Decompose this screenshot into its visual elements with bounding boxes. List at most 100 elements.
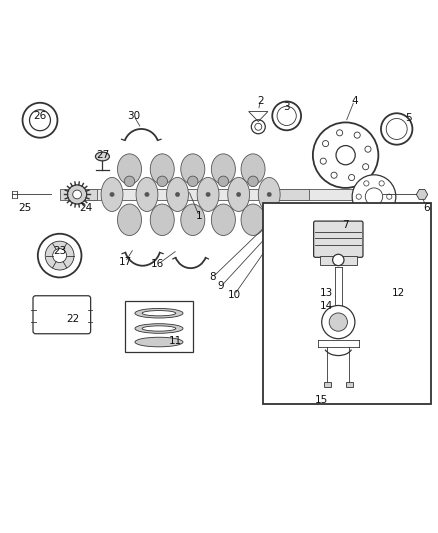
- Ellipse shape: [181, 154, 205, 184]
- Circle shape: [364, 207, 369, 213]
- Ellipse shape: [117, 204, 141, 236]
- Circle shape: [29, 110, 50, 131]
- Text: 17: 17: [119, 257, 132, 267]
- Text: 13: 13: [319, 288, 332, 298]
- Ellipse shape: [212, 204, 235, 236]
- Circle shape: [22, 103, 57, 138]
- FancyBboxPatch shape: [33, 296, 91, 334]
- Circle shape: [218, 176, 229, 187]
- Circle shape: [356, 194, 361, 199]
- Ellipse shape: [101, 177, 123, 212]
- Ellipse shape: [228, 177, 250, 212]
- Text: 6: 6: [423, 203, 430, 213]
- Bar: [324, 382, 331, 387]
- Text: 26: 26: [33, 111, 46, 121]
- Circle shape: [322, 141, 328, 147]
- Circle shape: [379, 207, 384, 213]
- Circle shape: [336, 146, 355, 165]
- Circle shape: [364, 181, 369, 186]
- Circle shape: [352, 175, 396, 219]
- Ellipse shape: [135, 337, 183, 347]
- Text: 10: 10: [228, 290, 241, 300]
- Ellipse shape: [117, 154, 141, 184]
- Circle shape: [124, 176, 135, 187]
- Circle shape: [381, 113, 413, 144]
- Text: 30: 30: [127, 111, 141, 121]
- Circle shape: [110, 192, 114, 197]
- Circle shape: [387, 194, 392, 199]
- Circle shape: [187, 176, 198, 187]
- Circle shape: [365, 146, 371, 152]
- Circle shape: [379, 181, 384, 186]
- Circle shape: [272, 101, 301, 130]
- Circle shape: [313, 123, 378, 188]
- Text: 11: 11: [169, 336, 182, 346]
- Circle shape: [331, 172, 337, 178]
- Circle shape: [237, 192, 241, 197]
- Ellipse shape: [166, 177, 188, 212]
- Bar: [60, 189, 97, 200]
- Text: 3: 3: [283, 102, 290, 112]
- Circle shape: [45, 241, 74, 270]
- Polygon shape: [417, 190, 427, 199]
- Text: 7: 7: [343, 220, 349, 230]
- Text: 25: 25: [18, 203, 32, 213]
- Text: 5: 5: [406, 113, 412, 123]
- Ellipse shape: [241, 154, 265, 184]
- Bar: [263, 203, 431, 404]
- Circle shape: [386, 118, 407, 140]
- Ellipse shape: [135, 324, 183, 333]
- Circle shape: [354, 132, 360, 138]
- Circle shape: [145, 192, 149, 197]
- Circle shape: [322, 305, 355, 338]
- Ellipse shape: [258, 177, 280, 212]
- Text: 15: 15: [315, 394, 328, 405]
- Ellipse shape: [142, 311, 176, 316]
- Circle shape: [175, 192, 180, 197]
- Circle shape: [157, 176, 167, 187]
- Bar: [269, 189, 308, 200]
- Ellipse shape: [95, 152, 110, 161]
- Text: 9: 9: [218, 281, 225, 291]
- Circle shape: [73, 190, 81, 199]
- Circle shape: [53, 248, 67, 263]
- Text: 22: 22: [66, 314, 79, 324]
- Text: 12: 12: [392, 288, 405, 298]
- Circle shape: [365, 188, 383, 205]
- Ellipse shape: [241, 204, 265, 236]
- Text: 23: 23: [53, 246, 66, 256]
- Bar: [125, 302, 193, 352]
- Text: 16: 16: [151, 260, 165, 269]
- Circle shape: [363, 164, 369, 170]
- Circle shape: [336, 130, 343, 136]
- Circle shape: [248, 176, 258, 187]
- Text: 14: 14: [319, 301, 332, 311]
- Ellipse shape: [136, 177, 158, 212]
- Circle shape: [329, 313, 347, 331]
- Text: 2: 2: [257, 95, 264, 106]
- Circle shape: [267, 192, 272, 197]
- Bar: [319, 256, 357, 265]
- Circle shape: [332, 254, 344, 265]
- Ellipse shape: [142, 326, 176, 331]
- Ellipse shape: [150, 154, 174, 184]
- Text: 27: 27: [97, 150, 110, 160]
- Ellipse shape: [181, 204, 205, 236]
- FancyBboxPatch shape: [314, 221, 363, 257]
- Bar: [68, 189, 385, 200]
- Circle shape: [349, 174, 355, 181]
- Ellipse shape: [212, 154, 235, 184]
- Bar: [346, 382, 353, 387]
- Ellipse shape: [135, 309, 183, 318]
- Circle shape: [38, 234, 81, 277]
- Ellipse shape: [197, 177, 219, 212]
- Circle shape: [277, 106, 296, 125]
- Text: 4: 4: [351, 95, 358, 106]
- Circle shape: [320, 158, 326, 164]
- Circle shape: [206, 192, 210, 197]
- Text: 24: 24: [79, 203, 92, 213]
- Text: 8: 8: [209, 272, 216, 282]
- Text: 1: 1: [196, 211, 203, 221]
- Circle shape: [67, 185, 87, 204]
- Ellipse shape: [150, 204, 174, 236]
